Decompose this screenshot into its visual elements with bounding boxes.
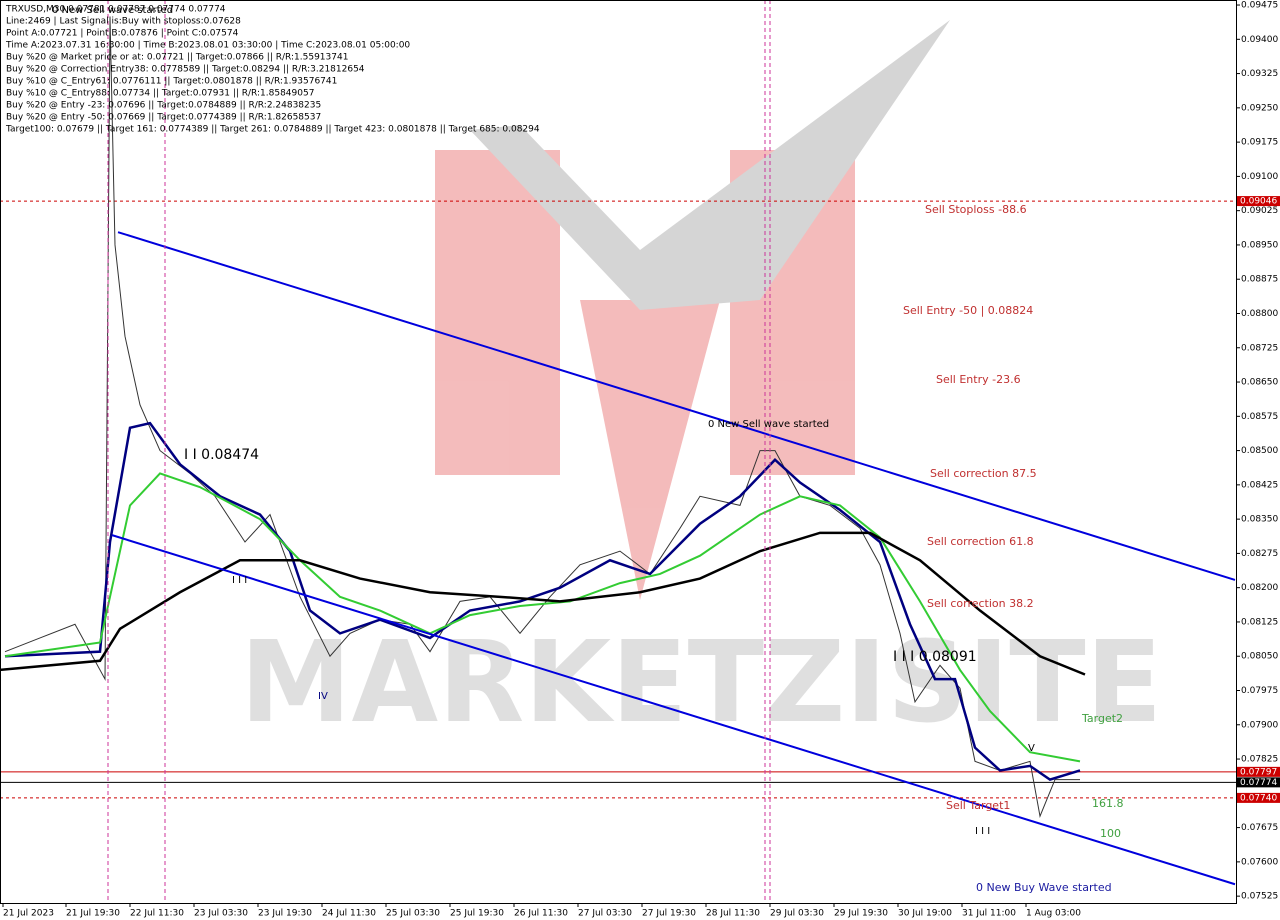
y-tick-label: 0.09400 (1241, 35, 1278, 45)
y-tick-label: 0.08125 (1241, 617, 1278, 627)
annotation: Sell Entry -23.6 (936, 373, 1021, 386)
x-tick-label: 25 Jul 19:30 (450, 909, 504, 919)
annotation: Sell Stoploss -88.6 (925, 203, 1027, 216)
annotation: Sell Target1 (946, 799, 1010, 812)
y-tick-label: 0.08800 (1241, 309, 1278, 319)
info-line: Buy %20 @ Entry -50: 0.07669 || Target:0… (6, 113, 321, 123)
annotation: 0 New Buy Wave started (976, 881, 1112, 894)
annotation: Sell correction 87.5 (930, 467, 1037, 480)
y-tick-label: 0.09325 (1241, 69, 1278, 79)
y-tick-label: 0.07975 (1241, 686, 1278, 696)
y-tick-label: 0.08425 (1241, 480, 1278, 490)
plot (0, 16, 1236, 886)
x-tick-label: 21 Jul 19:30 (66, 909, 120, 919)
y-tick-label: 0.09025 (1241, 206, 1278, 216)
price-label-box (1237, 792, 1280, 803)
x-tick-label: 29 Jul 19:30 (834, 909, 888, 919)
annotation: Sell correction 61.8 (927, 535, 1034, 548)
annotation: I I I 0.08091 (893, 649, 977, 665)
x-tick-label: 27 Jul 03:30 (578, 909, 632, 919)
price-label: 0.07774 (1240, 778, 1277, 788)
annotation: I I I (232, 575, 247, 586)
annotation: Target2 (1081, 712, 1123, 725)
y-tick-label: 0.08500 (1241, 446, 1278, 456)
annotation: IV (318, 691, 328, 702)
price-label-box (1237, 777, 1280, 788)
info-line: Point A:0.07721 | Point B:0.07876 | Poin… (6, 29, 239, 39)
info-line: Buy %20 @ Market price or at: 0.07721 ||… (6, 53, 348, 63)
y-tick-label: 0.08950 (1241, 240, 1278, 250)
logo-right (730, 150, 855, 475)
x-tick-label: 24 Jul 11:30 (322, 909, 376, 919)
info-line: Time A:2023.07.31 16:30:00 | Time B:2023… (5, 41, 410, 51)
price-label: 0.07797 (1240, 767, 1277, 777)
annotation: V (1028, 743, 1035, 754)
annotation: 0 New Sell wave started (708, 419, 829, 430)
info-line: Buy %20 @ Correction Entry38: 0.0778589 … (6, 65, 365, 75)
info-line: Buy %10 @ C_Entry61: 0.0776111 || Target… (6, 77, 337, 87)
x-tick-label: 30 Jul 19:00 (898, 909, 952, 919)
series-line (4, 16, 1080, 818)
info-line: Target100: 0.07679 || Target 161: 0.0774… (5, 125, 540, 135)
y-tick-label: 0.08275 (1241, 549, 1278, 559)
price-label-box (1237, 196, 1280, 207)
series-line (117, 231, 1236, 581)
y-tick-label: 0.08725 (1241, 343, 1278, 353)
logo (435, 20, 950, 600)
series-line (0, 531, 1086, 676)
info-line: Buy %20 @ Entry -23: 0.07696 || Target:0… (6, 101, 321, 111)
y-tick-label: 0.08875 (1241, 275, 1278, 285)
annotation: 0 New Sell wave started (52, 5, 173, 16)
x-tick-label: 31 Jul 11:00 (962, 909, 1016, 919)
annotation: 100 (1100, 827, 1121, 840)
x-tick-label: 27 Jul 19:30 (642, 909, 696, 919)
y-tick-label: 0.07675 (1241, 823, 1278, 833)
annotation: Sell Entry -50 | 0.08824 (903, 304, 1033, 317)
annotation: Sell correction 38.2 (927, 597, 1034, 610)
y-tick-label: 0.08200 (1241, 583, 1278, 593)
y-tick-label: 0.07825 (1241, 755, 1278, 765)
plot-border (0, 0, 1237, 904)
x-tick-label: 25 Jul 03:30 (386, 909, 440, 919)
x-tick-label: 21 Jul 2023 (3, 909, 54, 919)
y-tick-label: 0.08050 (1241, 652, 1278, 662)
x-tick-label: 23 Jul 03:30 (194, 909, 248, 919)
x-tick-label: 1 Aug 03:00 (1026, 909, 1081, 919)
y-tick-label: 0.09475 (1241, 1, 1278, 11)
y-tick-label: 0.07900 (1241, 720, 1278, 730)
price-label: 0.09046 (1240, 197, 1277, 207)
y-tick-label: 0.09100 (1241, 172, 1278, 182)
x-tick-label: 26 Jul 11:30 (514, 909, 568, 919)
y-tick-label: 0.09175 (1241, 138, 1278, 148)
y-tick-label: 0.08575 (1241, 412, 1278, 422)
y-tick-label: 0.09250 (1241, 103, 1278, 113)
y-tick-label: 0.07600 (1241, 857, 1278, 867)
annotation: I I 0.08474 (184, 447, 259, 463)
logo-mid (580, 300, 720, 600)
series-line (4, 421, 1081, 781)
info-line: Buy %10 @ C_Entry88: 0.07734 || Target:0… (6, 89, 314, 99)
x-tick-label: 28 Jul 11:30 (706, 909, 760, 919)
watermark: MARKETZISITE (240, 618, 1162, 748)
price-label-box (1237, 766, 1280, 777)
y-tick-label: 0.08650 (1241, 378, 1278, 388)
logo-roof (470, 20, 950, 310)
x-tick-label: 29 Jul 03:30 (770, 909, 824, 919)
annotation: I I I (975, 826, 990, 837)
series-line (111, 534, 1236, 886)
x-tick-label: 22 Jul 11:30 (130, 909, 184, 919)
logo-left (435, 150, 560, 475)
price-label: 0.07740 (1240, 793, 1277, 803)
x-tick-label: 23 Jul 19:30 (258, 909, 312, 919)
info-line: Line:2469 | Last Signal is:Buy with stop… (6, 17, 241, 27)
annotation: 161.8 (1092, 797, 1124, 810)
y-tick-label: 0.07525 (1241, 892, 1278, 902)
y-tick-label: 0.08350 (1241, 515, 1278, 525)
info-line: TRXUSD,M30 0.07781 0.07787 0.07774 0.077… (5, 5, 226, 15)
